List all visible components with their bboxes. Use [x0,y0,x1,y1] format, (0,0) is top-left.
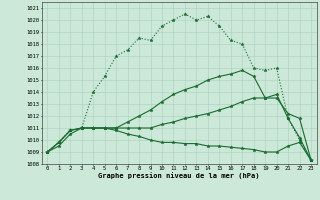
X-axis label: Graphe pression niveau de la mer (hPa): Graphe pression niveau de la mer (hPa) [99,172,260,179]
